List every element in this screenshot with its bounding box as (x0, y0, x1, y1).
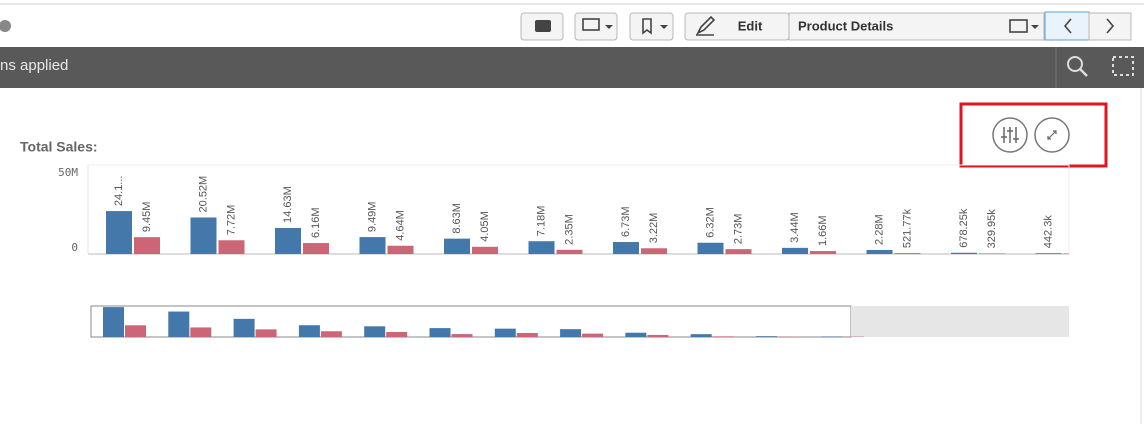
value-label: 4.64M (394, 210, 406, 241)
bar (219, 240, 245, 254)
bar (275, 228, 301, 254)
value-label: 1.66M (817, 215, 829, 246)
mini-bar (321, 331, 342, 337)
mini-bar (647, 335, 668, 337)
bar (444, 239, 470, 254)
mini-bar (713, 336, 734, 337)
y-tick-label: 0 (71, 241, 78, 254)
y-tick-label: 50M (58, 166, 78, 179)
value-label: 6.16M (310, 207, 322, 238)
bar (979, 253, 1005, 254)
bar (557, 250, 583, 254)
bar (782, 248, 808, 254)
mini-bar (582, 334, 603, 337)
value-label: 8.63M (451, 203, 463, 234)
value-label: 6.32M (704, 207, 716, 238)
value-label: 7.72M (225, 205, 237, 236)
bar (895, 253, 921, 254)
value-label: 442.3k (1042, 215, 1054, 249)
value-label: 521.77k (901, 208, 913, 248)
bar (1036, 253, 1062, 254)
highlight-box (961, 104, 1106, 166)
value-label: 3.22M (648, 213, 660, 244)
value-label: 14.63M (282, 186, 294, 223)
chart-title: Total Sales: (20, 139, 98, 155)
bar (134, 237, 160, 254)
selections-text: ns applied (0, 57, 68, 74)
mini-bar (452, 334, 473, 337)
mini-bar (430, 328, 451, 337)
bar (726, 249, 752, 254)
mini-bar (125, 325, 146, 337)
value-label: 2.73M (732, 214, 744, 245)
mini-bar (691, 334, 712, 337)
mini-bar (364, 326, 385, 337)
bar (360, 237, 386, 254)
value-label: 4.05M (479, 211, 491, 242)
bar (303, 243, 329, 254)
mini-bar (821, 336, 842, 337)
camera-icon (535, 20, 551, 32)
mini-bar (756, 336, 777, 337)
mini-bar (190, 327, 211, 337)
bar (106, 211, 132, 254)
value-label: 7.18M (535, 206, 547, 237)
bar (388, 246, 414, 254)
bar (472, 247, 498, 254)
value-label: 9.49M (366, 202, 378, 233)
value-label: 9.45M (141, 202, 153, 233)
scroll-track (851, 306, 1069, 337)
bar (867, 250, 893, 254)
mini-bar (168, 312, 189, 337)
mini-bar (560, 329, 581, 337)
mini-bar (625, 333, 646, 337)
value-label: 329.95k (986, 209, 998, 249)
value-label: 678.25k (958, 208, 970, 248)
bar (1064, 253, 1090, 254)
value-label: 2.28M (873, 214, 885, 245)
sliders-icon (1001, 127, 1019, 143)
mini-bar (234, 319, 255, 337)
bar (613, 242, 639, 254)
bar (810, 251, 836, 254)
value-label: 6.73M (620, 206, 632, 237)
selections-bar (0, 47, 1144, 88)
mini-bar (103, 307, 124, 337)
bar (951, 253, 977, 254)
mini-bar (256, 329, 277, 337)
edit-label: Edit (738, 18, 763, 33)
bar (529, 241, 555, 254)
bar (641, 248, 667, 254)
value-label: 3.44M (789, 212, 801, 243)
mini-bar (386, 332, 407, 337)
bar (191, 217, 217, 254)
mini-bar (495, 329, 516, 337)
previous-sheet[interactable] (1045, 12, 1089, 40)
mini-bar (517, 333, 538, 337)
bar (698, 243, 724, 254)
value-label: 24.1... (113, 176, 125, 207)
sheet-name: Product Details (798, 18, 893, 33)
next-sheet[interactable] (1089, 13, 1131, 40)
mini-bar (299, 325, 320, 337)
value-label: 20.52M (197, 176, 209, 213)
value-label: 2.35M (563, 214, 575, 245)
